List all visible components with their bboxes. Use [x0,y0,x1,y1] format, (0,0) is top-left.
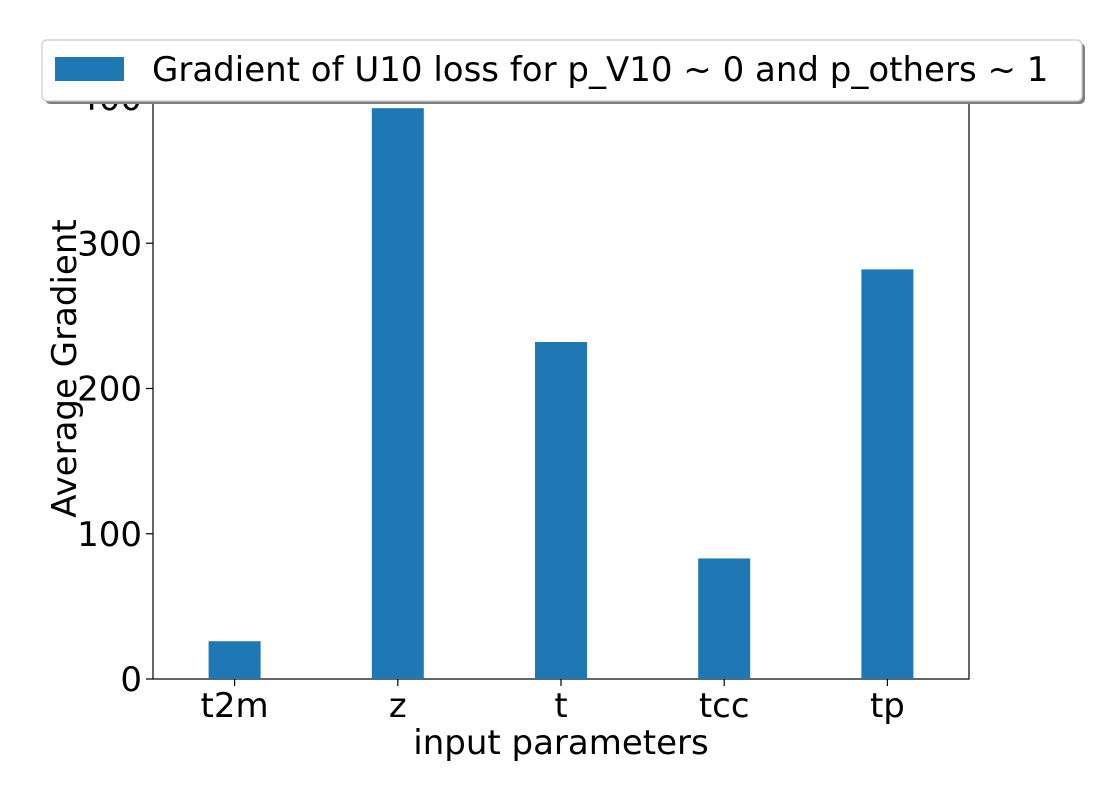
y-tick-label: 200 [77,370,142,410]
legend-swatch [55,57,124,81]
x-tick-label: t [554,686,567,726]
legend: Gradient of U10 loss for p_V10 ~ 0 and p… [41,39,1085,104]
x-tick-label: t2m [201,686,269,726]
bar-tcc [698,558,751,679]
legend-label: Gradient of U10 loss for p_V10 ~ 0 and p… [152,50,1048,90]
y-tick-label: 0 [120,660,142,700]
bar-z [371,108,424,680]
x-axis-label: input parameters [413,723,708,763]
legend-box [41,39,1083,102]
y-axis-label: Average Gradient [45,219,85,517]
y-axis-ticks: 0100200300400 [77,79,153,700]
bar-t2m [208,641,261,679]
bar-tp [861,269,914,679]
bars-group [208,108,914,680]
x-tick-label: tcc [699,686,750,726]
x-tick-label: z [389,686,407,726]
x-axis-ticks: t2m z t tcc tp [201,679,905,726]
bar-t [535,342,587,679]
x-tick-label: tp [870,686,905,726]
y-tick-label: 100 [77,515,142,555]
y-tick-label: 300 [77,224,142,264]
